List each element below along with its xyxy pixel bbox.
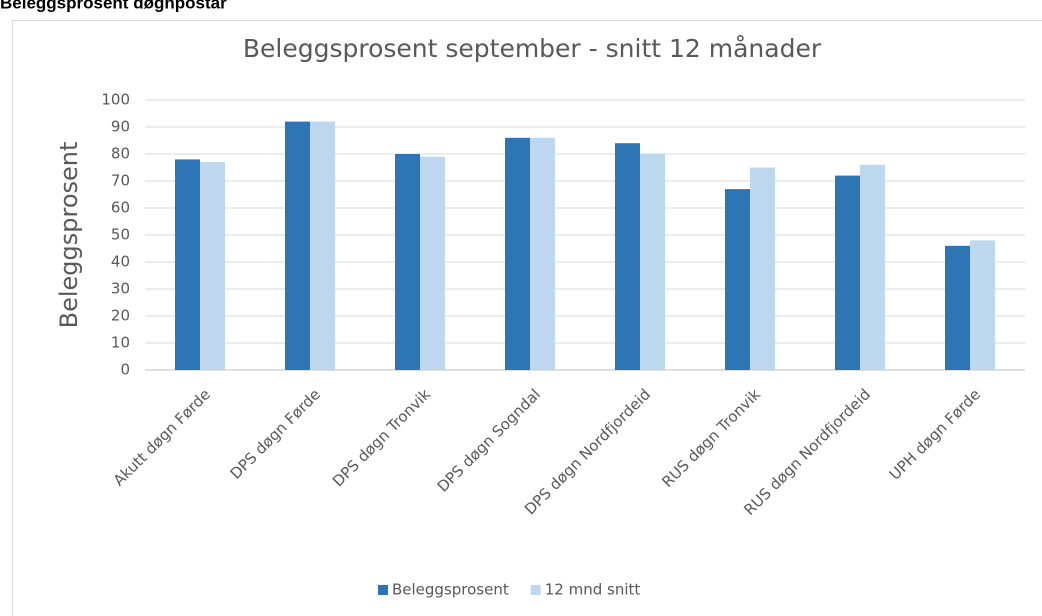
y-tick-label: 10 [111,334,130,352]
y-tick-label: 70 [111,172,130,190]
y-tick-label: 40 [111,253,130,271]
x-tick-label: Akutt døgn Førde [110,385,214,489]
x-tick-label: RUS døgn Tronvik [658,385,764,491]
legend-swatch [378,585,388,595]
y-tick-label: 50 [111,226,130,244]
x-tick-label: RUS døgn Nordfjordeid [740,385,874,519]
chart-frame [12,20,1042,616]
x-tick-label: DPS døgn Nordfjordeid [521,385,654,518]
y-tick-label: 90 [111,118,130,136]
bar [835,175,860,370]
bar [725,189,750,370]
bar [175,159,200,370]
legend-label: Beleggsprosent [392,581,509,599]
bar [615,143,640,370]
bar [200,162,225,370]
y-axis-label: Beleggsprosent [55,142,83,329]
y-tick-label: 30 [111,280,130,298]
x-tick-label: DPS døgn Tronvik [329,385,434,490]
chart-title: Beleggsprosent september - snitt 12 måna… [243,34,822,63]
x-tick-label: DPS døgn Førde [227,385,324,482]
bar [530,137,555,370]
bar [640,154,665,370]
y-tick-label: 60 [111,199,130,217]
bar [310,121,335,370]
y-tick-label: 80 [111,145,130,163]
bar [970,240,995,370]
bar [285,121,310,370]
y-tick-label: 100 [101,91,130,109]
legend-swatch [530,585,541,595]
bar [945,245,970,370]
bar [750,167,775,370]
y-tick-label: 20 [111,307,130,325]
y-tick-label: 0 [120,361,130,379]
x-tick-label: DPS døgn Sogndal [434,385,544,495]
bar [505,137,530,370]
legend-label: 12 mnd snitt [545,581,641,599]
bar [420,156,445,370]
bar [860,164,885,370]
bar [395,154,420,370]
x-tick-label: UPH døgn Førde [886,385,984,483]
header: Beleggsprosent døgnpostar [0,0,227,12]
